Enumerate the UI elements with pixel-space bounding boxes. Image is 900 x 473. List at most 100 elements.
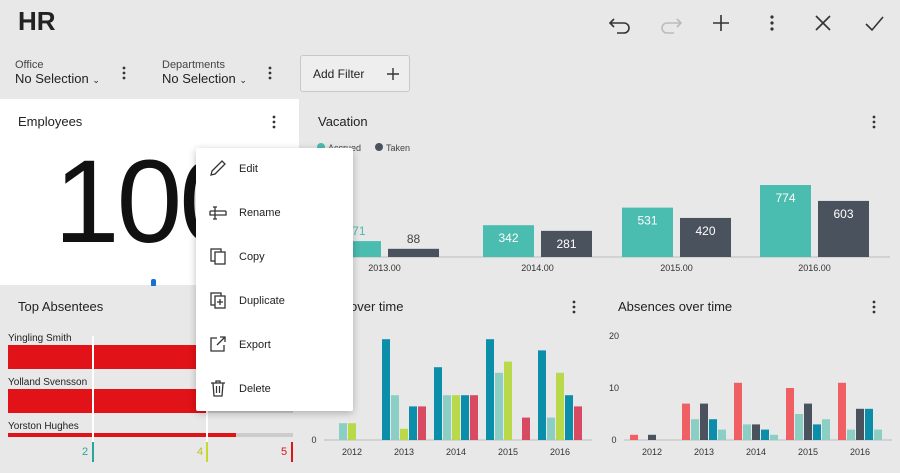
marker-line — [92, 336, 94, 462]
absences-title: Absences over time — [618, 299, 733, 314]
more-icon — [122, 66, 126, 80]
add-icon — [713, 15, 729, 31]
bar — [547, 417, 555, 440]
redo-icon — [661, 18, 683, 34]
menu-item-rename[interactable]: Rename — [196, 192, 353, 236]
office-filter[interactable]: Office No Selection ⌄ — [15, 59, 100, 86]
bar — [786, 388, 794, 440]
office-filter-menu[interactable] — [116, 64, 132, 82]
bar — [391, 395, 399, 440]
bar — [734, 382, 742, 440]
bar — [680, 217, 731, 257]
x-tick-label: 2013.00 — [368, 263, 401, 273]
page-title: HR — [18, 6, 56, 36]
redo-button[interactable] — [656, 8, 686, 38]
bar — [630, 434, 638, 440]
bar — [752, 424, 760, 440]
more-icon — [872, 115, 876, 129]
bar — [495, 372, 503, 440]
bar — [856, 408, 864, 440]
bar — [538, 350, 546, 440]
vacation-panel[interactable]: Vacation Accrued Taken 171882013.0034228… — [300, 99, 900, 285]
bar — [574, 406, 582, 440]
copy-icon — [210, 248, 226, 265]
bar — [795, 414, 803, 440]
more-icon — [770, 15, 774, 31]
absences-panel[interactable]: Absences over time 0 10 20 2012 2013 2014 2015… — [600, 286, 900, 473]
add-filter-label: Add Filter — [313, 67, 365, 81]
employees-title: Employees — [18, 114, 83, 129]
bar — [339, 423, 347, 440]
bar — [838, 382, 846, 440]
bar — [761, 429, 769, 440]
duplicate-icon — [210, 292, 226, 309]
chevron-down-icon: ⌄ — [92, 75, 100, 85]
marker-tick — [206, 442, 208, 462]
more-icon — [872, 300, 876, 314]
close-button[interactable] — [808, 8, 838, 38]
vacation-title: Vacation — [318, 114, 368, 129]
bar — [691, 419, 699, 440]
x-tick-label: 2013 — [394, 447, 414, 457]
menu-item-export[interactable]: Export — [196, 324, 353, 368]
x-tick-label: 2014 — [446, 447, 466, 457]
menu-item-label: Delete — [239, 383, 271, 395]
add-filter-button[interactable]: Add Filter — [300, 55, 410, 92]
menu-item-label: Edit — [239, 163, 258, 175]
absentee-name: Yolland Svensson — [8, 377, 88, 388]
bar — [461, 395, 469, 440]
x-tick-label: 2015 — [798, 447, 818, 457]
bar — [434, 367, 442, 440]
absentee-name: Yingling Smith — [8, 333, 72, 344]
bar — [522, 417, 530, 440]
bar — [388, 248, 439, 257]
employees-menu-button[interactable] — [266, 113, 282, 131]
menu-item-copy[interactable]: Copy — [196, 236, 353, 280]
menu-item-delete[interactable]: Delete — [196, 368, 353, 412]
rename-icon — [209, 206, 227, 220]
bar — [648, 434, 656, 440]
more-button[interactable] — [757, 8, 787, 38]
employees-kpi-value: 100 — [54, 143, 199, 261]
add-button[interactable] — [706, 8, 736, 38]
y-tick-label: 0 — [311, 435, 316, 445]
bar — [760, 185, 811, 257]
confirm-button[interactable] — [859, 8, 889, 38]
departments-filter-menu[interactable] — [262, 64, 278, 82]
check-icon — [865, 16, 884, 32]
bar — [400, 428, 408, 440]
bar — [818, 200, 869, 257]
x-tick-label: 2015.00 — [660, 263, 693, 273]
data-label: 88 — [407, 232, 421, 246]
bar — [682, 403, 690, 440]
absentee-bar — [8, 389, 208, 413]
x-tick-label: 2014 — [746, 447, 766, 457]
menu-item-edit[interactable]: Edit — [196, 148, 353, 192]
undo-button[interactable] — [605, 8, 635, 38]
export-icon — [210, 336, 226, 352]
x-tick-label: 2013 — [694, 447, 714, 457]
bar — [565, 395, 573, 440]
vacation-menu-button[interactable] — [866, 113, 882, 131]
chevron-down-icon: ⌄ — [239, 75, 247, 85]
absences-menu-button[interactable] — [866, 298, 882, 316]
middle-chart: 0 2012 2013 2014 2015 2016 — [311, 339, 592, 457]
menu-item-label: Duplicate — [239, 295, 285, 307]
bar — [709, 419, 717, 440]
more-icon — [268, 66, 272, 80]
page-indicator — [151, 279, 156, 287]
x-tick-label: 2016.00 — [798, 263, 831, 273]
undo-icon — [608, 18, 630, 34]
marker-tick — [92, 442, 94, 462]
data-label: 774 — [775, 191, 795, 205]
y-tick-label: 0 — [611, 435, 616, 445]
bar — [348, 423, 356, 440]
bar — [718, 429, 726, 440]
x-tick-label: 2016 — [550, 447, 570, 457]
data-label: 603 — [833, 207, 853, 221]
bar — [822, 419, 830, 440]
departments-filter[interactable]: Departments No Selection ⌄ — [162, 59, 247, 86]
menu-item-duplicate[interactable]: Duplicate — [196, 280, 353, 324]
middle-chart-menu-button[interactable] — [566, 298, 582, 316]
